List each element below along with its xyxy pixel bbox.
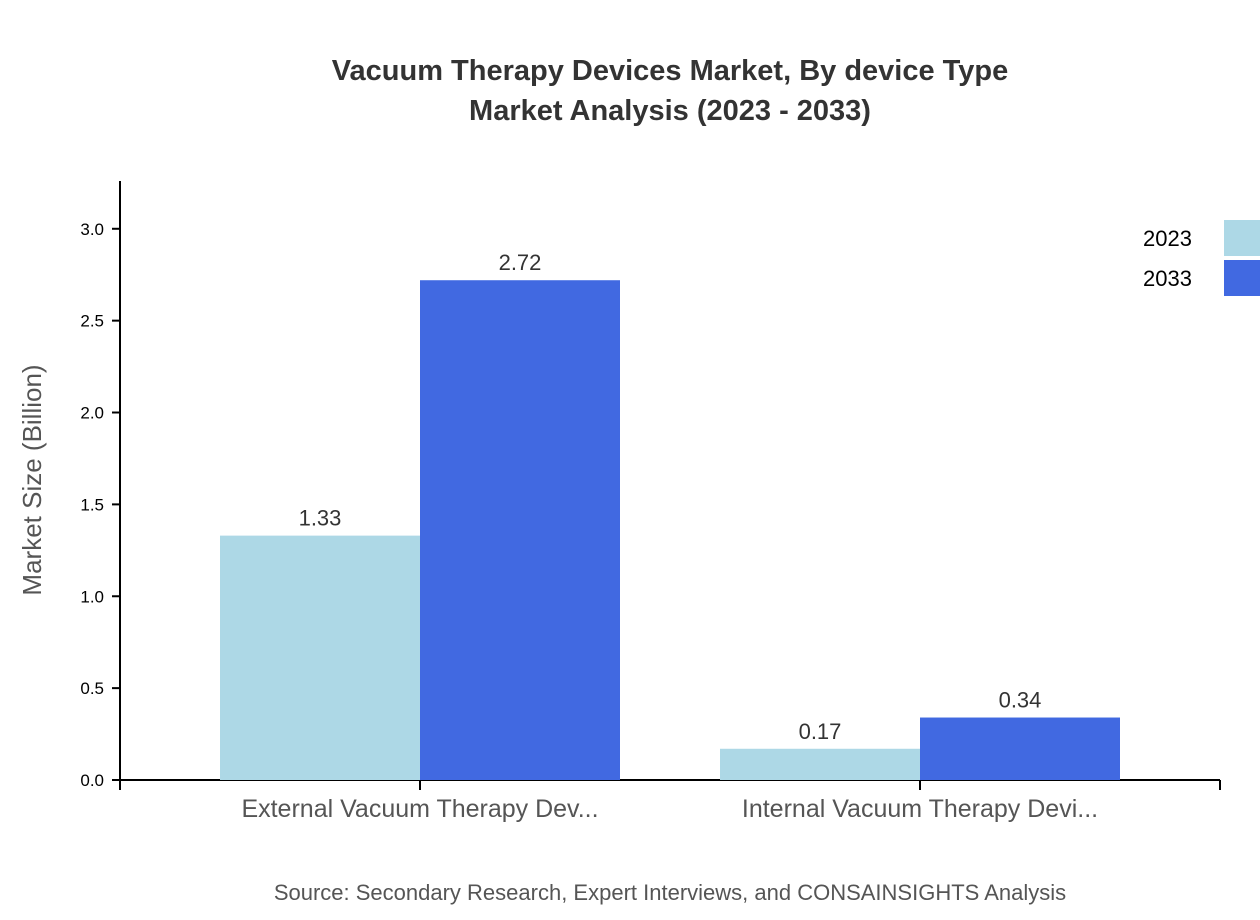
bar-2023: [220, 535, 420, 780]
y-tick-label: 1.0: [80, 587, 104, 606]
x-tick-label: Internal Vacuum Therapy Devi...: [742, 795, 1098, 823]
source-note: Source: Secondary Research, Expert Inter…: [274, 880, 1066, 905]
legend-swatch-2033: [1224, 260, 1260, 296]
bar-2023: [720, 748, 920, 780]
y-tick-label: 0.5: [80, 679, 104, 698]
legend-label: 2033: [1143, 266, 1192, 291]
y-tick-label: 2.5: [80, 312, 104, 331]
y-tick-label: 0.0: [80, 771, 104, 790]
x-tick-label: External Vacuum Therapy Dev...: [241, 795, 598, 823]
chart-title: Vacuum Therapy Devices Market, By device…: [332, 55, 1008, 87]
legend-swatch-2023: [1224, 220, 1260, 256]
y-tick-label: 1.5: [80, 495, 104, 514]
bar-2033: [420, 280, 620, 780]
bar-2033: [920, 717, 1120, 780]
y-axis-label: Market Size (Billion): [17, 364, 47, 595]
chart-subtitle: Market Analysis (2023 - 2033): [469, 95, 871, 127]
y-tick-label: 2.0: [80, 404, 104, 423]
data-label: 0.17: [799, 719, 842, 744]
data-label: 0.34: [999, 688, 1042, 713]
legend-label: 2023: [1143, 226, 1192, 251]
y-tick-label: 3.0: [80, 220, 104, 239]
data-label: 2.72: [499, 250, 542, 275]
data-label: 1.33: [299, 506, 342, 531]
